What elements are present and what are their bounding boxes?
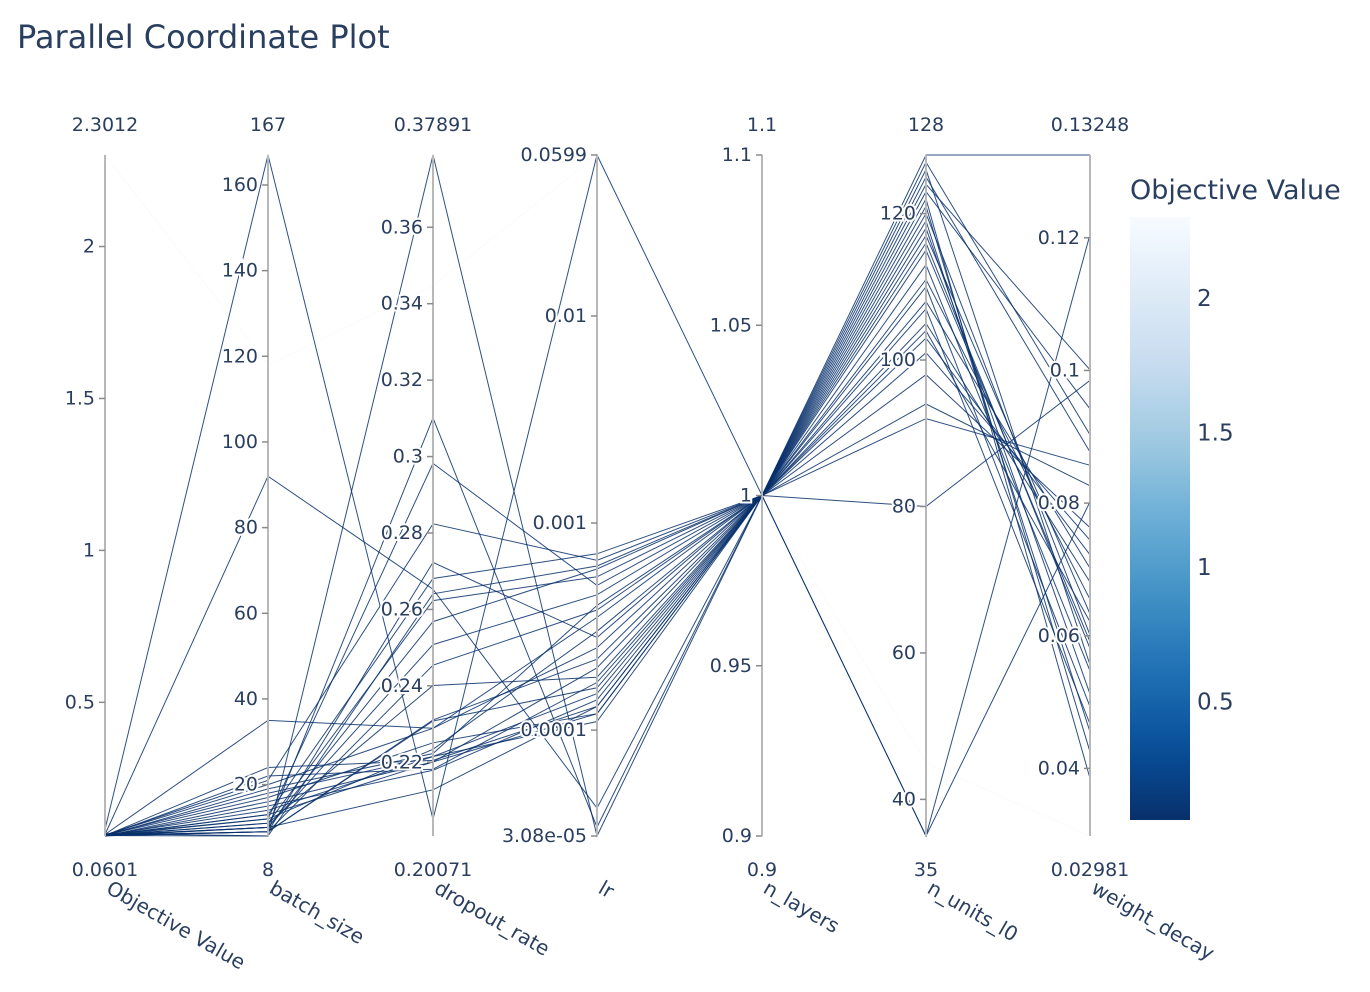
tick-label: 40	[892, 788, 916, 810]
tick-label: 0.04	[1038, 757, 1080, 779]
tick-label: 0.26	[381, 598, 423, 620]
axis-weight-decay[interactable]: 0.04 0.06 0.08 0.1 0.12 0.13248 0.02981weight_…	[1036, 114, 1219, 966]
axis-title: n_units_l0	[924, 876, 1023, 947]
tick-label: 160	[222, 174, 258, 196]
tick-label: 0.28	[381, 522, 423, 544]
axis-title: weight_decay	[1088, 876, 1219, 966]
tick-label: 60	[234, 602, 258, 624]
tick-label: 60	[892, 642, 916, 664]
tick-label: 1.5	[65, 387, 95, 409]
tick-label: 1	[83, 539, 95, 561]
colorbar-title: Objective Value	[1130, 175, 1341, 206]
tick-label: 100	[222, 431, 258, 453]
tick-label: 0.1	[1050, 359, 1080, 381]
colorbar: Objective Value 0.5 1 1.5 2	[1130, 175, 1341, 820]
colorbar-tick-label: 1	[1197, 555, 1212, 581]
tick-label: 0.5	[65, 691, 95, 713]
tick-label: 0.0599	[521, 144, 587, 166]
tick-label: 20	[234, 774, 258, 796]
tick-label: 0.01	[545, 305, 587, 327]
axis-title: dropout_rate	[431, 876, 555, 961]
tick-label: 1	[740, 485, 752, 507]
tick-label: 120	[880, 203, 916, 225]
axis-min-label: 35	[914, 859, 938, 881]
tick-label: 0.9	[722, 825, 752, 847]
axis-title: Objective Value	[103, 876, 250, 975]
axis-max-label: 2.3012	[72, 114, 138, 136]
axis-min-label: 0.0601	[72, 859, 138, 881]
tick-label: 0.34	[381, 293, 423, 315]
axis-min-label: 8	[262, 859, 274, 881]
tick-label: 140	[222, 260, 258, 282]
axis-max-label: 167	[250, 114, 286, 136]
chart-title: Parallel Coordinate Plot	[17, 18, 390, 56]
tick-label: 0.12	[1038, 227, 1080, 249]
tick-label: 0.3	[393, 446, 423, 468]
tick-label: 0.0001	[521, 719, 587, 741]
tick-label: 0.24	[381, 675, 423, 697]
axis-max-label: 128	[908, 114, 944, 136]
axis-min-label: 0.02981	[1051, 859, 1130, 881]
tick-label: 0.95	[710, 655, 752, 677]
colorbar-tick-label: 0.5	[1197, 690, 1234, 716]
tick-label: 80	[234, 517, 258, 539]
colorbar-gradient	[1130, 217, 1190, 820]
tick-label: 3.08e-05	[502, 825, 587, 847]
axis-max-label: 0.13248	[1051, 114, 1130, 136]
tick-label: 0.32	[381, 369, 423, 391]
axis-lr[interactable]: 3.08e-05 0.0001 0.001 0.01 0.0599 lr	[500, 142, 620, 904]
tick-label: 120	[222, 345, 258, 367]
axis-min-label: 0.9	[747, 859, 777, 881]
tick-label: 1.05	[710, 314, 752, 336]
axis-max-label: 1.1	[747, 114, 777, 136]
tick-label: 0.001	[533, 512, 587, 534]
tick-label: 0.08	[1038, 492, 1080, 514]
colorbar-tick-label: 2	[1197, 286, 1212, 312]
axis-title: n_layers	[760, 876, 844, 938]
tick-label: 0.36	[381, 216, 423, 238]
tick-label: 40	[234, 688, 258, 710]
tick-label: 0.22	[381, 751, 423, 773]
axis-title: lr	[595, 876, 620, 904]
tick-label: 1.1	[722, 144, 752, 166]
axis-max-label: 0.37891	[394, 114, 473, 136]
tick-label: 0.06	[1038, 625, 1080, 647]
tick-label: 80	[892, 495, 916, 517]
axis-min-label: 0.20071	[394, 859, 473, 881]
tick-label: 2	[83, 236, 95, 258]
axis-n-units-l0[interactable]: 40 60 80 100 120 128 35n_units_l0	[878, 114, 1023, 947]
colorbar-tick-label: 1.5	[1197, 421, 1234, 447]
axis-title: batch_size	[266, 876, 369, 949]
tick-label: 100	[880, 349, 916, 371]
